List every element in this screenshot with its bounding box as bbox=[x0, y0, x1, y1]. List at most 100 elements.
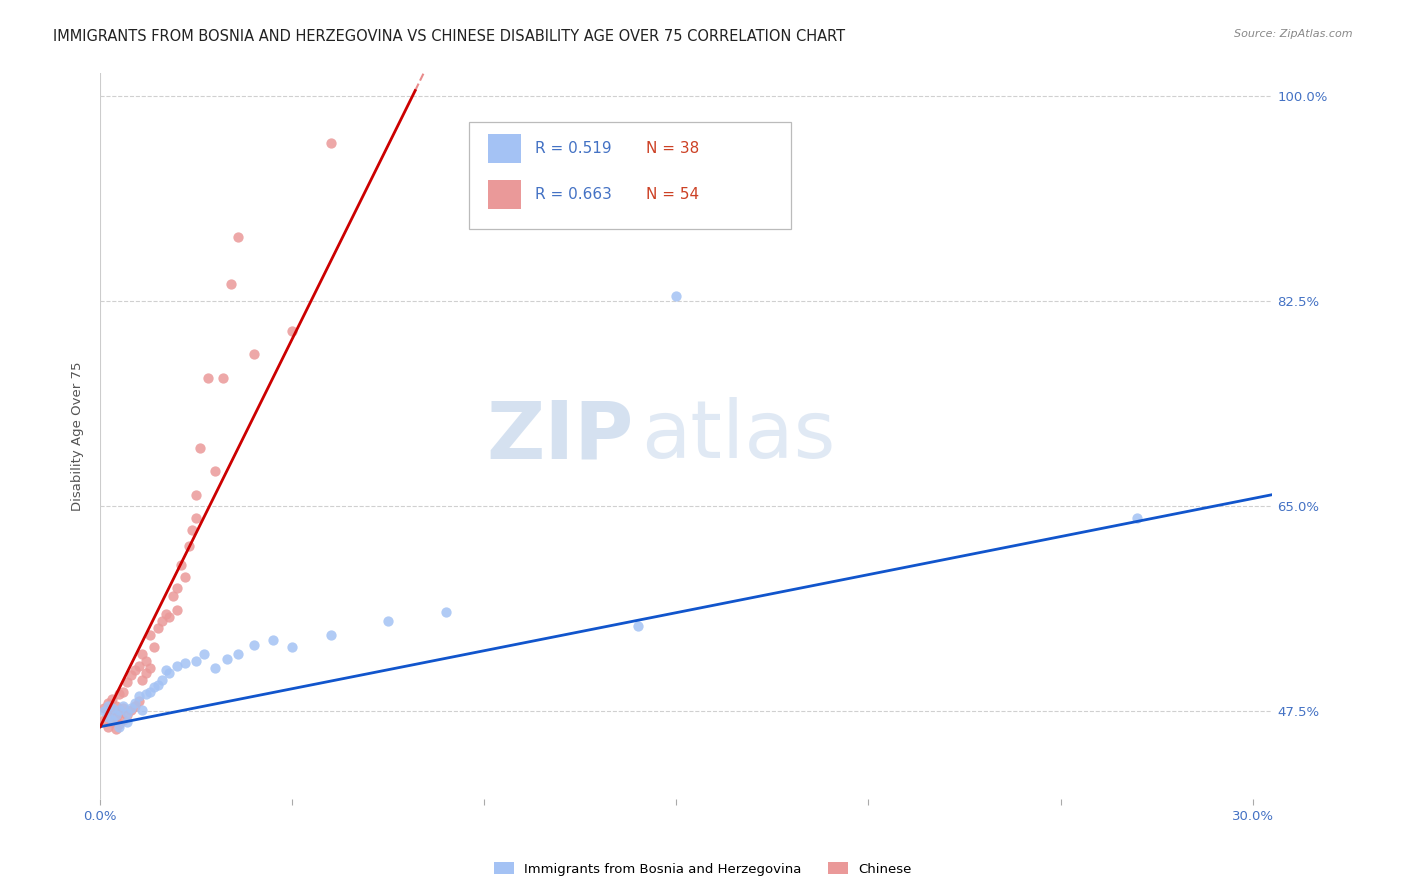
Point bbox=[131, 673, 153, 687]
Y-axis label: Disability Age Over 75: Disability Age Over 75 bbox=[72, 361, 84, 511]
Point bbox=[177, 539, 200, 553]
Point bbox=[143, 680, 166, 694]
Point bbox=[173, 570, 195, 584]
Text: Source: ZipAtlas.com: Source: ZipAtlas.com bbox=[1234, 29, 1353, 38]
Point bbox=[146, 621, 169, 635]
Point bbox=[115, 706, 138, 720]
Point bbox=[97, 710, 120, 724]
Text: N = 54: N = 54 bbox=[647, 186, 699, 202]
Point bbox=[97, 698, 120, 713]
Point bbox=[135, 654, 157, 668]
Point bbox=[166, 658, 188, 673]
Point bbox=[243, 638, 266, 652]
Point bbox=[124, 696, 146, 710]
Point bbox=[112, 698, 135, 713]
Point bbox=[215, 652, 238, 666]
Point bbox=[104, 698, 127, 713]
Point bbox=[319, 136, 342, 151]
Point bbox=[124, 698, 146, 713]
Point bbox=[97, 708, 120, 723]
Point bbox=[108, 706, 131, 720]
Point bbox=[204, 464, 226, 478]
Point bbox=[186, 511, 208, 525]
Point bbox=[143, 640, 166, 654]
Point bbox=[166, 602, 188, 616]
Point bbox=[93, 701, 115, 715]
Point bbox=[139, 628, 162, 642]
Point bbox=[104, 710, 127, 724]
Point bbox=[188, 441, 211, 455]
Point bbox=[281, 324, 304, 338]
Point bbox=[150, 673, 173, 687]
Point bbox=[157, 665, 180, 680]
Point bbox=[319, 628, 342, 642]
Point bbox=[112, 713, 135, 727]
Point bbox=[120, 701, 142, 715]
Point bbox=[155, 607, 177, 622]
Point bbox=[193, 647, 215, 661]
Point bbox=[97, 696, 120, 710]
Bar bbox=[488, 134, 520, 163]
Point bbox=[162, 589, 184, 603]
Point bbox=[204, 661, 226, 675]
Point bbox=[112, 684, 135, 698]
Point bbox=[120, 703, 142, 717]
Point bbox=[135, 665, 157, 680]
Point bbox=[115, 675, 138, 690]
Point bbox=[100, 713, 122, 727]
Point bbox=[112, 701, 135, 715]
Point bbox=[228, 647, 250, 661]
Point bbox=[243, 347, 266, 361]
Text: ZIP: ZIP bbox=[486, 397, 633, 475]
Point bbox=[100, 703, 122, 717]
Point bbox=[281, 640, 304, 654]
Point bbox=[1126, 511, 1149, 525]
Point bbox=[665, 288, 688, 302]
Point bbox=[135, 687, 157, 701]
Point bbox=[120, 668, 142, 682]
Point bbox=[97, 720, 120, 734]
Point bbox=[173, 657, 195, 671]
Point bbox=[166, 582, 188, 596]
Point bbox=[150, 615, 173, 629]
Point bbox=[115, 708, 138, 723]
Point bbox=[157, 609, 180, 624]
Point bbox=[139, 684, 162, 698]
Point bbox=[434, 605, 457, 619]
Legend: Immigrants from Bosnia and Herzegovina, Chinese: Immigrants from Bosnia and Herzegovina, … bbox=[489, 857, 917, 881]
Text: IMMIGRANTS FROM BOSNIA AND HERZEGOVINA VS CHINESE DISABILITY AGE OVER 75 CORRELA: IMMIGRANTS FROM BOSNIA AND HERZEGOVINA V… bbox=[53, 29, 845, 44]
Point bbox=[100, 701, 122, 715]
Point bbox=[219, 277, 242, 291]
Point bbox=[93, 705, 115, 719]
Point bbox=[377, 615, 399, 629]
Text: N = 38: N = 38 bbox=[647, 141, 699, 156]
Point bbox=[627, 619, 650, 633]
Point bbox=[228, 230, 250, 244]
Point bbox=[128, 690, 150, 704]
Point bbox=[115, 714, 138, 729]
Point bbox=[108, 703, 131, 717]
Point bbox=[131, 703, 153, 717]
Point bbox=[197, 370, 219, 384]
Point bbox=[104, 722, 127, 736]
Text: R = 0.663: R = 0.663 bbox=[534, 186, 612, 202]
Text: R = 0.519: R = 0.519 bbox=[534, 141, 612, 156]
Point bbox=[146, 677, 169, 691]
Point bbox=[124, 664, 146, 678]
FancyBboxPatch shape bbox=[470, 121, 792, 229]
Point bbox=[181, 523, 204, 537]
Point bbox=[186, 654, 208, 668]
Point bbox=[128, 658, 150, 673]
Point bbox=[262, 633, 284, 648]
Point bbox=[139, 661, 162, 675]
Point bbox=[108, 720, 131, 734]
Point bbox=[131, 647, 153, 661]
Point bbox=[108, 717, 131, 731]
Point bbox=[155, 664, 177, 678]
Point bbox=[93, 713, 115, 727]
Point bbox=[170, 558, 193, 572]
Point bbox=[186, 488, 208, 502]
Bar bbox=[488, 180, 520, 209]
Point bbox=[100, 691, 122, 706]
Point bbox=[108, 687, 131, 701]
